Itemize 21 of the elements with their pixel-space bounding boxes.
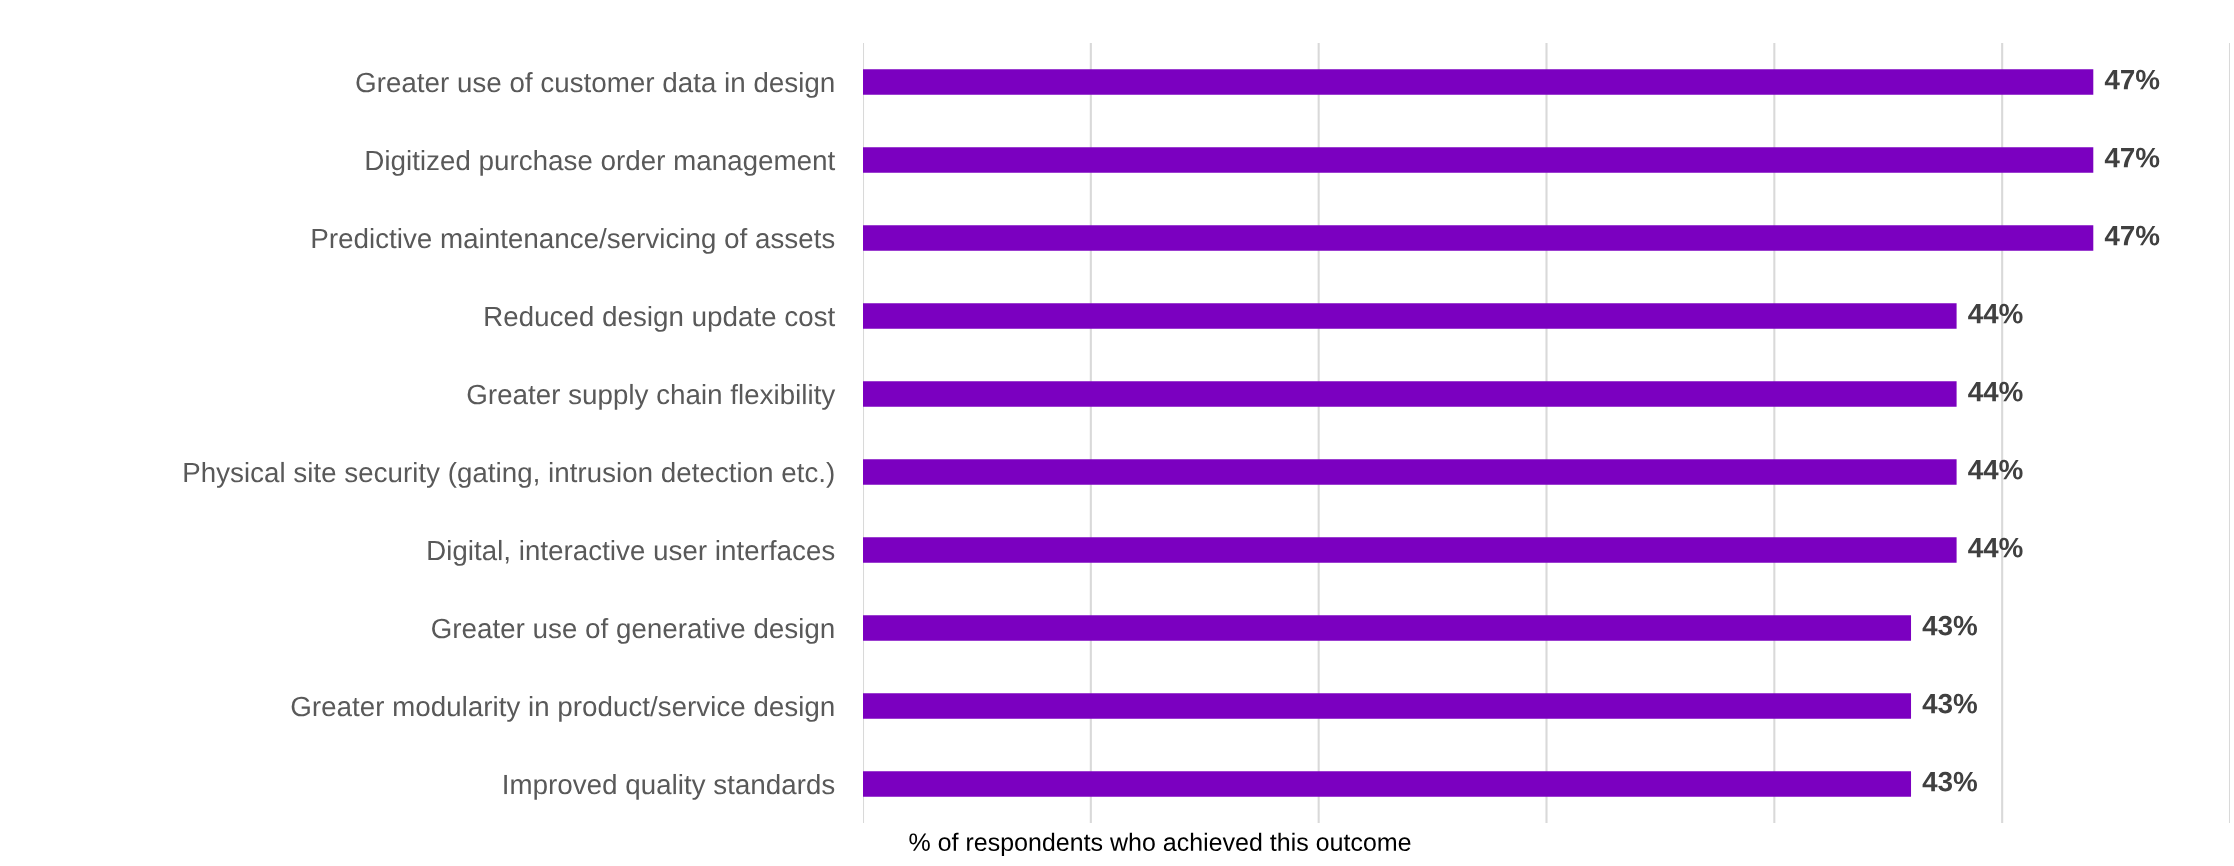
y-tick-label: Greater supply chain flexibility (467, 383, 836, 410)
data-label: 43% (1922, 771, 1978, 792)
y-tick-label: Digitized purchase order management (366, 149, 836, 176)
x-axis-title: % of respondents who achieved this outcome (909, 832, 1411, 856)
y-tick-label: Predictive maintenance/servicing of assets (312, 227, 835, 254)
data-label: 44% (1968, 459, 2023, 480)
data-label: 47% (2104, 147, 2160, 168)
data-label: 47% (2104, 69, 2160, 90)
data-label: 44% (1968, 537, 2023, 558)
data-label: 47% (2104, 225, 2160, 246)
y-tick-label: Physical site security (gating, intrusion detection etc.) (184, 461, 834, 488)
y-tick-label: Digital, interactive user interfaces (428, 539, 835, 566)
data-label: 44% (1968, 303, 2023, 324)
y-tick-label: Greater modularity in product/service design (291, 695, 834, 722)
data-label: 43% (1922, 615, 1978, 636)
y-tick-label: Improved quality standards (504, 773, 835, 800)
data-label: 43% (1922, 693, 1978, 714)
y-tick-label: Greater use of generative design (432, 617, 834, 644)
y-tick-label: Greater use of customer data in design (356, 71, 834, 98)
y-tick-label: Reduced design update cost (485, 305, 836, 332)
data-label: 44% (1968, 381, 2023, 402)
